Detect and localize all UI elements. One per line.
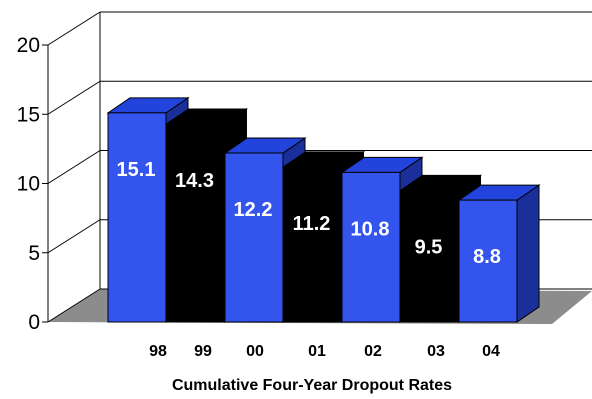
- data-label: 11.2: [293, 213, 331, 235]
- bar-front: [166, 123, 225, 323]
- x-tick-label: 04: [482, 343, 500, 360]
- side-gridline: [47, 11, 101, 46]
- data-label: 9.5: [415, 236, 443, 258]
- side-gridline: [47, 80, 101, 115]
- x-tick-label: 99: [194, 343, 212, 360]
- x-tick-label: 02: [364, 343, 382, 360]
- x-tick-label: 03: [427, 343, 445, 360]
- bar-front: [458, 199, 518, 323]
- data-label: 15.1: [117, 159, 156, 181]
- data-label: 10.8: [351, 218, 390, 240]
- chart-title: Cumulative Four-Year Dropout Rates: [172, 377, 452, 394]
- bars-group: [106, 96, 541, 323]
- data-label: 8.8: [473, 246, 501, 268]
- y-tick-label: 15: [17, 103, 40, 126]
- x-tick-label: 00: [246, 343, 264, 360]
- side-gridline: [47, 150, 101, 184]
- side-gridline: [47, 219, 101, 254]
- labels-group: 15.1 98 14.3 99 12.2 00 11.2 01 10.8 02 9.5 03 8.8 04: [117, 159, 501, 360]
- bar-front: [283, 166, 342, 323]
- bar-04: [457, 184, 541, 323]
- bar-front: [341, 171, 401, 323]
- bar-front: [224, 152, 284, 323]
- bar-front: [400, 189, 459, 323]
- y-tick-label: 10: [17, 173, 40, 196]
- bar-side: [516, 184, 540, 323]
- data-label: 14.3: [175, 170, 214, 192]
- x-tick-label: 01: [308, 343, 326, 360]
- y-tick-label: 0: [28, 311, 40, 334]
- bar-front: [107, 112, 167, 323]
- data-label: 12.2: [234, 199, 273, 221]
- y-tick-label: 5: [28, 242, 40, 265]
- y-tick-label: 20: [17, 34, 40, 57]
- x-tick-label: 98: [149, 343, 167, 360]
- side-gridline: [47, 288, 101, 323]
